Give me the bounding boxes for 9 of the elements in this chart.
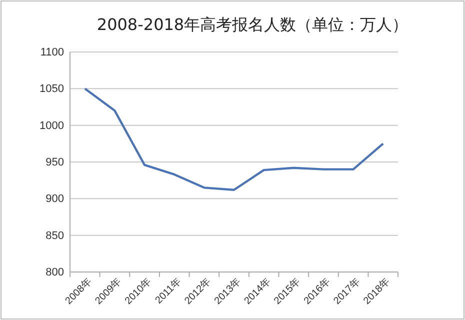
chart-title: 2008-2018年高考报名人数（单位：万人）: [96, 15, 408, 34]
y-tick-label: 1100: [40, 46, 64, 59]
line-series: [84, 88, 384, 191]
y-tick-label: 950: [46, 156, 64, 169]
y-tick-label: 900: [46, 193, 64, 206]
y-tick-label: 1000: [40, 120, 64, 132]
y-tick-label: 800: [46, 266, 64, 279]
y-tick-label: 850: [46, 230, 64, 242]
y-tick-label: 1050: [40, 83, 64, 96]
